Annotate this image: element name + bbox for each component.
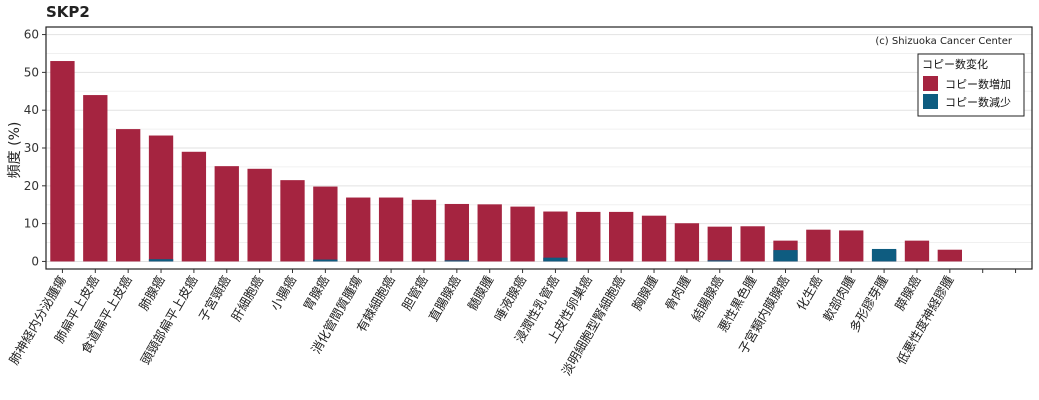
bar-loss [871, 248, 897, 262]
y-axis: 0 10 20 30 40 50 60 [24, 28, 46, 268]
bar-gain [576, 211, 601, 262]
bar-gain [148, 135, 174, 262]
bar-loss [444, 260, 469, 262]
bar-gain [641, 215, 667, 262]
bar-loss [773, 250, 798, 262]
x-tick-label: 肺神経内分泌腫瘍 [6, 273, 69, 367]
bar-gain [707, 226, 732, 262]
x-tick-label: 膵腺癌 [892, 273, 924, 313]
y-tick-label: 0 [31, 254, 39, 268]
y-tick-label: 20 [24, 179, 39, 193]
bar-gain [477, 204, 502, 262]
bar-gain [839, 230, 864, 262]
x-tick-label: 肺腺癌 [136, 273, 168, 313]
y-tick-label: 30 [24, 141, 39, 155]
bar-gain [214, 166, 239, 262]
bar-gain [280, 180, 305, 262]
bar-gain [806, 229, 831, 262]
x-tick-label: 骨肉腫 [662, 273, 694, 313]
bar-gain [181, 151, 207, 262]
legend-swatch-loss [923, 94, 938, 109]
bar-gain [674, 223, 700, 262]
bar-gain [609, 211, 634, 262]
bar-gain [116, 129, 141, 262]
credit-text: (c) Shizuoka Cancer Center [875, 36, 1013, 47]
x-tick-label: 小腸癌 [267, 273, 299, 313]
bar-loss [543, 257, 568, 262]
bar-gain [937, 249, 962, 262]
y-tick-label: 60 [24, 28, 39, 42]
legend-label-gain: コピー数増加 [945, 78, 1011, 91]
bar-loss [313, 259, 338, 262]
bar-gain [411, 199, 437, 262]
legend-label-loss: コピー数減少 [945, 95, 1011, 109]
bar-gain [83, 95, 108, 262]
bar-gain [313, 186, 338, 262]
y-axis-label: 頻度 (%) [7, 122, 23, 179]
y-tick-label: 50 [24, 65, 39, 79]
bar-loss [148, 259, 174, 262]
bar-gain [346, 197, 371, 262]
x-tick-label: 胆管癌 [399, 273, 431, 313]
bar-gain [50, 61, 75, 262]
bar-gain [247, 168, 272, 262]
x-tick-label: 化生癌 [793, 273, 825, 313]
bar-gain [740, 226, 765, 262]
bar-gain [510, 206, 535, 262]
legend-title: コピー数変化 [922, 57, 988, 71]
x-tick-label: 胸腺腫 [629, 273, 661, 313]
legend-swatch-gain [923, 76, 938, 91]
bars-layer [50, 61, 962, 262]
legend: コピー数変化 コピー数増加 コピー数減少 [917, 53, 1025, 117]
x-tick-label: 直腸腺癌 [425, 273, 463, 324]
grid-layer [46, 34, 1032, 262]
bar-gain [378, 197, 404, 262]
y-tick-label: 10 [24, 217, 39, 231]
bar-gain [543, 211, 568, 262]
bar-loss [707, 260, 732, 262]
chart-title: SKP2 [46, 3, 90, 21]
x-tick-label: 肝細胞癌 [228, 273, 266, 324]
y-tick-label: 40 [24, 103, 39, 117]
x-tick-label: 髄膜腫 [465, 273, 497, 313]
x-tick-label: 胃腺癌 [300, 273, 332, 313]
bar-gain [444, 203, 469, 262]
bar-gain [904, 240, 930, 262]
